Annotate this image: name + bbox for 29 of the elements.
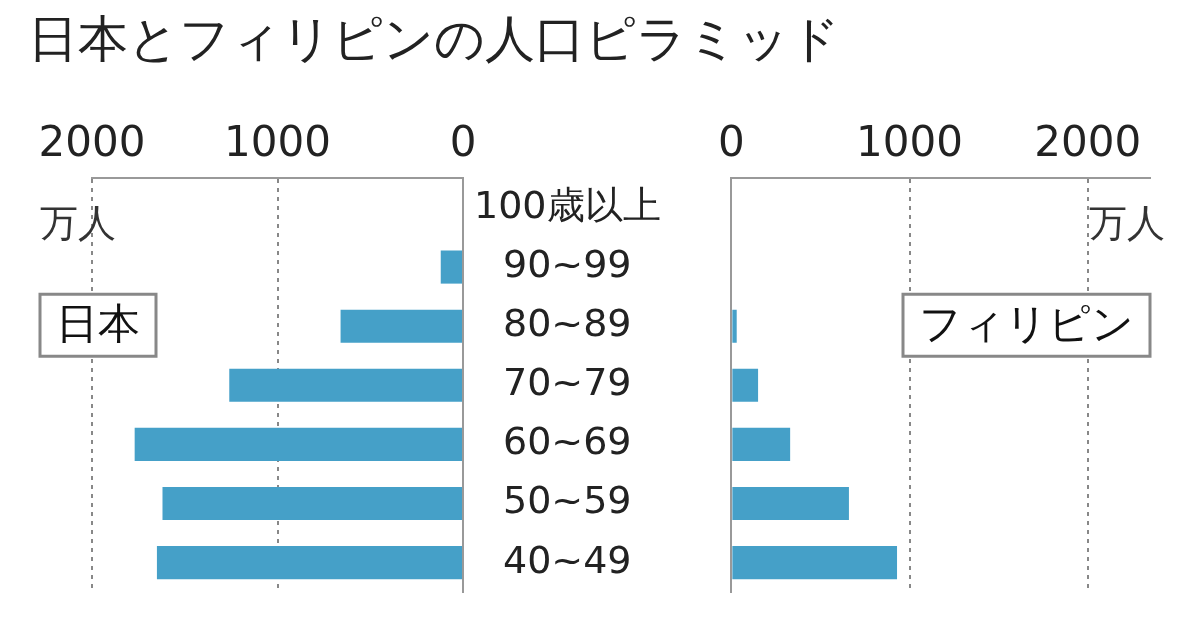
bar xyxy=(732,486,849,521)
bar xyxy=(732,368,759,402)
y-tick-label: 60~69 xyxy=(502,419,632,464)
y-tick-label: 40~49 xyxy=(502,537,632,582)
x-axis-title: 万人 xyxy=(1089,201,1165,246)
text: フィリピン xyxy=(919,299,1134,349)
x-tick-label: 1000 xyxy=(856,117,963,167)
x-tick-label: 0 xyxy=(717,117,745,167)
bar xyxy=(134,427,462,461)
bar xyxy=(440,250,462,284)
bar xyxy=(340,309,462,343)
x-axis-title: 万人 xyxy=(40,201,116,246)
chart-title: 日本とフィリピンの人口ピラミッド xyxy=(28,10,840,68)
y-tick-label: 50~59 xyxy=(502,478,632,523)
x-tick-label: 1000 xyxy=(224,117,331,167)
series-label: 日本 xyxy=(56,299,140,349)
y-tick-label: 90~99 xyxy=(502,241,632,286)
bar xyxy=(162,486,462,521)
y-tick-label: 70~79 xyxy=(502,360,632,405)
y-tick-label: 100歳以上 xyxy=(474,182,661,227)
x-tick-label: 2000 xyxy=(1034,117,1142,167)
bar xyxy=(732,546,898,580)
bar xyxy=(732,427,791,461)
bar xyxy=(156,546,462,580)
y-tick-label: 80~89 xyxy=(502,301,632,346)
bar xyxy=(732,309,737,343)
x-tick-label: 2000 xyxy=(38,117,146,167)
x-tick-label: 0 xyxy=(449,117,477,167)
bar xyxy=(229,368,462,402)
